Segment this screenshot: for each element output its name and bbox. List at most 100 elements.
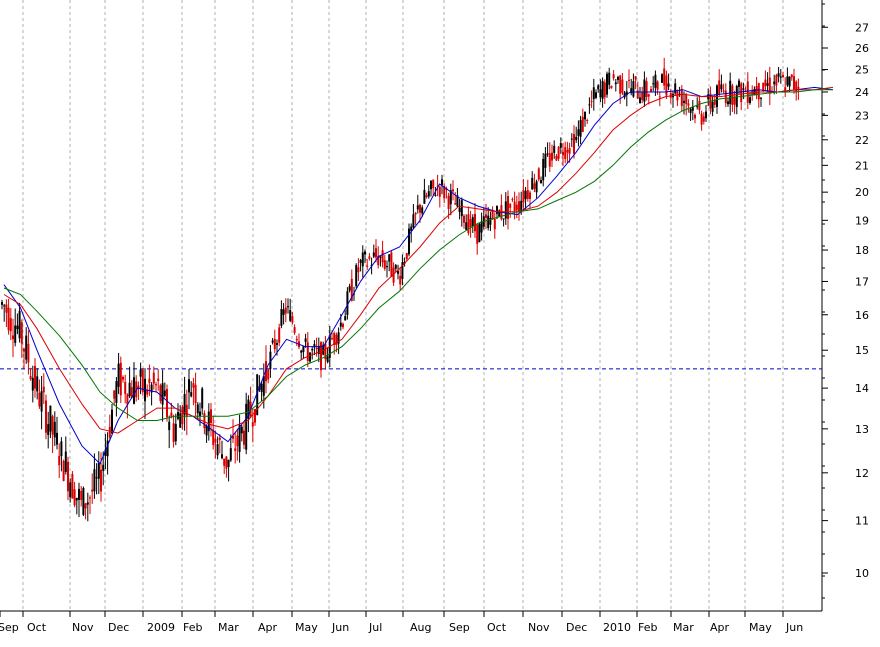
price-bar-body bbox=[698, 100, 701, 110]
price-bar-body bbox=[130, 387, 133, 398]
price-bar-body bbox=[190, 392, 193, 397]
price-bar-body bbox=[25, 335, 28, 360]
price-bar-body bbox=[603, 82, 606, 98]
price-bar-body bbox=[784, 87, 787, 93]
x-tick-label: Dec bbox=[108, 621, 129, 634]
price-bar-body bbox=[192, 383, 195, 388]
price-bar-body bbox=[214, 438, 217, 443]
price-bar-body bbox=[218, 437, 221, 441]
y-tick-label: 21 bbox=[855, 159, 869, 172]
price-bar-body bbox=[273, 338, 276, 350]
price-bar-body bbox=[564, 147, 567, 159]
price-bar-body bbox=[491, 210, 494, 219]
price-bar-body bbox=[348, 286, 351, 291]
price-bar-body bbox=[590, 101, 593, 103]
price-bar-body bbox=[166, 389, 168, 418]
ma-long-line bbox=[3, 89, 833, 421]
price-bar-body bbox=[757, 83, 760, 100]
price-bar-body bbox=[95, 477, 98, 479]
price-bar-body bbox=[62, 461, 65, 481]
price-bars bbox=[1, 57, 800, 522]
price-bar-body bbox=[702, 116, 705, 122]
price-bar-body bbox=[713, 99, 716, 105]
price-bar-body bbox=[676, 90, 679, 101]
price-bar-body bbox=[674, 83, 677, 94]
price-bar-body bbox=[350, 278, 353, 301]
price-bar-body bbox=[533, 183, 536, 189]
price-bar-body bbox=[89, 497, 91, 499]
price-bar-body bbox=[170, 412, 173, 418]
price-bar-body bbox=[287, 306, 289, 308]
price-bar-body bbox=[647, 94, 650, 97]
price-bar-body bbox=[546, 153, 549, 155]
price-bar-body bbox=[315, 348, 318, 350]
price-bar-body bbox=[628, 79, 630, 81]
price-bar-body bbox=[256, 374, 259, 416]
price-bar-body bbox=[654, 74, 657, 88]
x-tick-label: Nov bbox=[528, 621, 550, 634]
price-bar-body bbox=[205, 426, 208, 436]
price-bar-body bbox=[432, 179, 435, 189]
price-bar-body bbox=[555, 156, 558, 161]
price-bar-body bbox=[597, 85, 600, 90]
price-bar-body bbox=[797, 86, 800, 89]
x-tick-label: Mar bbox=[218, 621, 239, 634]
x-tick-label: Jul bbox=[368, 621, 382, 634]
price-bar-body bbox=[320, 342, 322, 371]
price-bar-body bbox=[456, 195, 459, 207]
x-tick-label: Nov bbox=[72, 621, 94, 634]
price-bar-body bbox=[137, 385, 140, 389]
price-bar-body bbox=[513, 201, 516, 212]
price-bar-body bbox=[788, 76, 791, 87]
price-bar-body bbox=[511, 199, 514, 201]
x-tick-label: May bbox=[749, 621, 772, 634]
price-bar-body bbox=[91, 489, 94, 492]
price-bar-body bbox=[45, 400, 47, 433]
price-bar-body bbox=[520, 200, 523, 212]
y-tick-label: 19 bbox=[855, 214, 869, 227]
price-bar-body bbox=[630, 88, 633, 94]
price-bar-body bbox=[793, 76, 795, 90]
price-bar-body bbox=[460, 200, 463, 217]
price-bar-body bbox=[181, 406, 184, 425]
price-bar-body bbox=[53, 421, 56, 438]
price-bar-body bbox=[526, 189, 529, 199]
price-bar-body bbox=[619, 75, 622, 94]
price-bar-body bbox=[236, 435, 239, 447]
price-bar-body bbox=[573, 134, 575, 154]
price-bar-body bbox=[75, 497, 78, 501]
price-bar-body bbox=[67, 461, 69, 492]
price-bar-body bbox=[357, 267, 360, 273]
y-tick-label: 27 bbox=[855, 21, 869, 34]
price-bar-body bbox=[3, 305, 6, 307]
price-bar-body bbox=[696, 106, 699, 108]
price-bar-body bbox=[476, 224, 479, 244]
price-bar-body bbox=[416, 205, 419, 210]
price-bar-body bbox=[311, 349, 314, 351]
price-bar-body bbox=[47, 424, 50, 435]
price-bar-body bbox=[60, 441, 63, 457]
price-bar-body bbox=[548, 153, 551, 167]
price-bar-body bbox=[386, 266, 388, 268]
price-bar-body bbox=[463, 215, 465, 223]
y-tick-label: 10 bbox=[855, 567, 869, 580]
price-bar-body bbox=[225, 456, 228, 469]
price-bar-body bbox=[104, 449, 107, 456]
price-bar-body bbox=[601, 80, 604, 99]
price-bar-body bbox=[610, 85, 613, 89]
price-bar-body bbox=[392, 267, 395, 283]
price-bar-body bbox=[342, 323, 344, 328]
price-bar-body bbox=[524, 191, 527, 200]
price-bar-body bbox=[152, 372, 155, 384]
price-bar-body bbox=[9, 318, 12, 332]
y-tick-label: 26 bbox=[855, 42, 869, 55]
price-bar-body bbox=[326, 356, 329, 362]
price-bar-body bbox=[544, 153, 547, 168]
price-bar-body bbox=[163, 390, 166, 396]
price-bar-body bbox=[711, 101, 714, 112]
price-bar-body bbox=[458, 207, 461, 213]
price-bar-body bbox=[650, 89, 652, 92]
price-bar-body bbox=[234, 448, 237, 451]
y-tick-label: 20 bbox=[855, 186, 869, 199]
